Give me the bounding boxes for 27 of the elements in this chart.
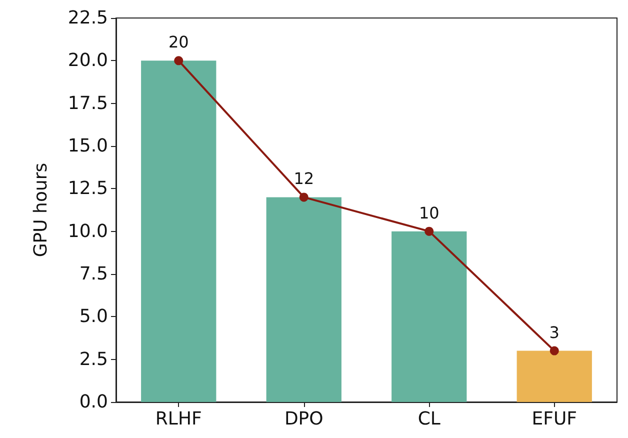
- data-label: 3: [549, 322, 560, 342]
- y-tick-label: 10.0: [68, 220, 108, 242]
- point: [299, 192, 308, 202]
- bar: [516, 350, 592, 402]
- data-label: 10: [418, 203, 440, 222]
- y-tick-label: 22.5: [68, 8, 108, 28]
- y-tick-label: 15.0: [68, 136, 108, 156]
- y-tick-label: 5.0: [79, 306, 108, 328]
- point: [424, 226, 434, 236]
- data-label: 12: [294, 169, 314, 188]
- x-tick-label: CL: [418, 408, 440, 430]
- x-tick-label: RLHF: [155, 408, 202, 430]
- data-label: 20: [168, 32, 189, 52]
- x-tick-label: DPO: [284, 408, 324, 430]
- bar: [266, 197, 342, 402]
- bar: [141, 60, 216, 402]
- bar: [392, 231, 467, 402]
- y-tick-label: 0.0: [79, 392, 108, 412]
- y-tick-label: 20.0: [68, 50, 108, 72]
- y-tick-label: 2.5: [79, 348, 108, 370]
- y-tick-label: 17.5: [68, 92, 108, 114]
- y-tick-label: 12.5: [68, 178, 108, 200]
- point: [550, 346, 559, 356]
- y-tick-label: 7.5: [79, 264, 108, 284]
- point: [174, 56, 184, 66]
- y-axis-title: GPU hours: [30, 162, 52, 258]
- x-tick-label: EFUF: [532, 408, 578, 430]
